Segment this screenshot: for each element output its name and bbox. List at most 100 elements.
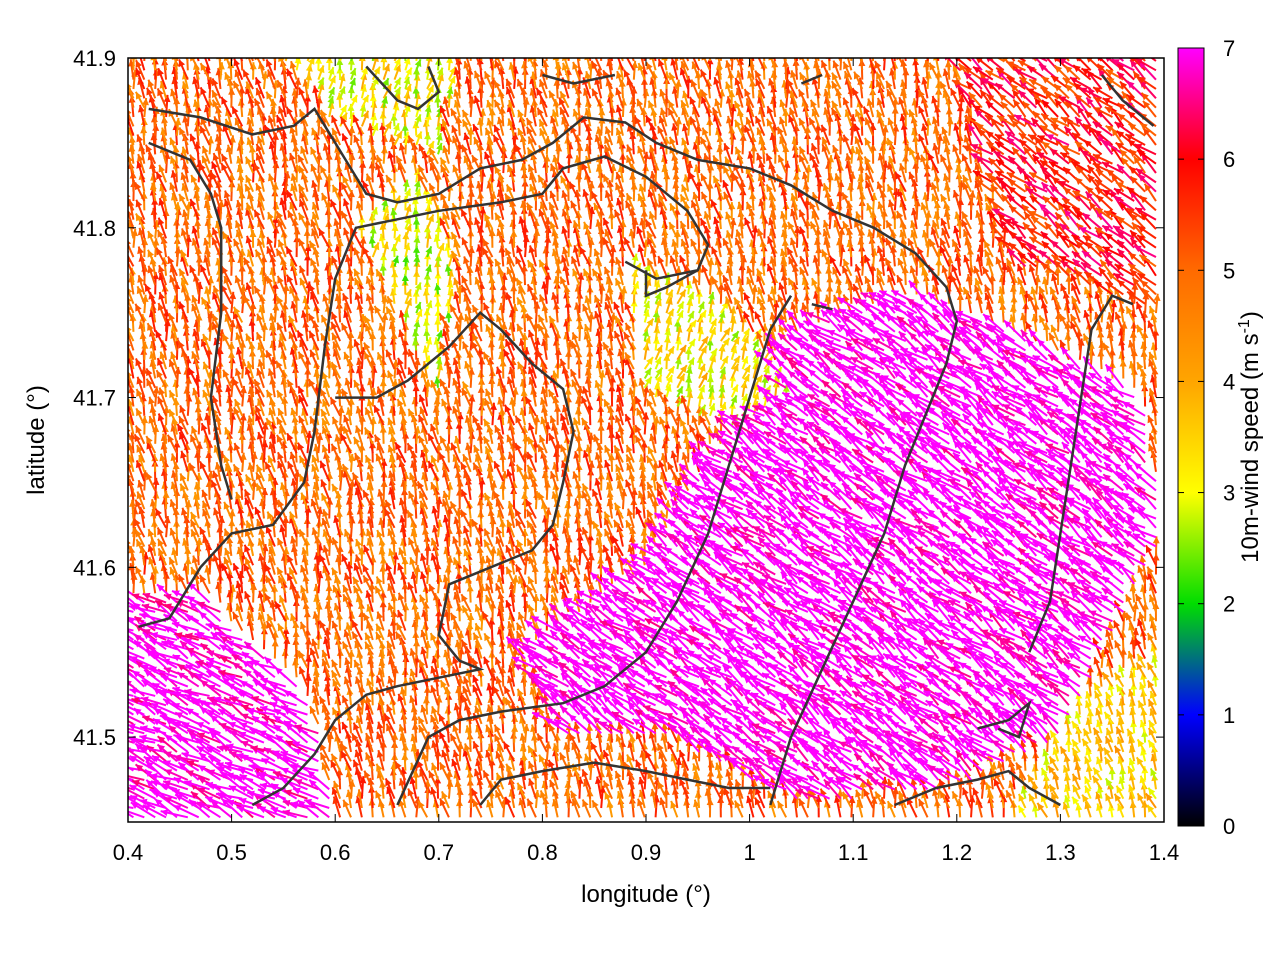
wind-arrow [477, 778, 484, 799]
wind-arrow [311, 164, 319, 182]
wind-arrow [752, 339, 758, 350]
wind-arrow [515, 443, 525, 462]
wind-arrow [462, 695, 471, 714]
wind-arrow [592, 800, 601, 817]
wind-arrow [445, 232, 452, 248]
wind-arrow [415, 59, 422, 70]
wind-arrow [161, 497, 168, 518]
wind-arrow [708, 761, 715, 780]
wind-arrow [440, 218, 449, 238]
wind-arrow [645, 357, 653, 369]
wind-arrow [428, 461, 438, 481]
wind-arrow [146, 473, 155, 491]
wind-arrow [299, 239, 308, 257]
wind-arrow [675, 734, 682, 752]
wind-arrow [572, 380, 580, 398]
wind-arrow [234, 443, 242, 462]
wind-arrow [322, 659, 330, 678]
wind-arrow [398, 593, 406, 612]
wind-arrow [537, 88, 547, 108]
wind-arrow [580, 546, 590, 565]
wind-arrow [701, 174, 710, 192]
wind-arrow [637, 245, 644, 267]
wind-arrow [537, 733, 546, 751]
wind-arrow [631, 605, 656, 622]
wind-arrow [386, 175, 394, 192]
wind-arrow [157, 397, 166, 416]
wind-arrow [287, 380, 296, 397]
wind-arrow [495, 790, 503, 808]
wind-arrow [564, 781, 571, 799]
wind-arrow [729, 50, 736, 70]
wind-arrow [316, 47, 323, 61]
wind-arrow [711, 200, 721, 220]
wind-arrow [755, 51, 764, 71]
wind-arrow [359, 384, 366, 406]
wind-arrow [190, 265, 199, 285]
wind-arrow [221, 163, 231, 182]
wind-arrow [234, 407, 243, 425]
wind-arrow [560, 359, 569, 379]
wind-arrow [717, 193, 724, 211]
wind-arrow [676, 386, 682, 397]
wind-arrow [553, 276, 560, 294]
wind-arrow [438, 243, 444, 257]
wind-arrow [414, 47, 421, 61]
wind-arrow [238, 426, 245, 444]
wind-arrow [490, 546, 497, 565]
wind-arrow [550, 416, 558, 435]
wind-arrow [725, 212, 732, 229]
wind-arrow [516, 519, 525, 537]
wind-arrow [729, 132, 736, 154]
wind-arrow [387, 371, 394, 388]
wind-arrow [125, 238, 134, 257]
wind-arrow [362, 48, 369, 61]
wind-arrow [691, 239, 699, 257]
wind-arrow [724, 192, 732, 210]
wind-arrow [527, 314, 536, 332]
wind-arrow [330, 200, 340, 220]
wind-arrow [207, 136, 214, 154]
wind-arrow [299, 667, 308, 687]
wind-arrow [383, 48, 389, 61]
wind-arrow [311, 639, 318, 659]
wind-arrow [668, 407, 677, 425]
wind-arrow [598, 108, 605, 126]
wind-arrow [631, 287, 638, 304]
wind-arrow [139, 576, 146, 593]
wind-arrow [212, 100, 220, 117]
wind-arrow [517, 465, 525, 482]
wind-arrow [287, 573, 296, 593]
wind-arrow [342, 133, 351, 154]
wind-arrow [629, 314, 636, 332]
wind-arrow [200, 126, 209, 145]
wind-arrow [294, 47, 301, 61]
wind-arrow [136, 566, 145, 583]
wind-arrow [235, 276, 243, 295]
wind-arrow [751, 285, 758, 304]
wind-arrow [396, 632, 406, 650]
wind-arrow [425, 265, 432, 276]
wind-arrow [521, 61, 528, 79]
wind-arrow [142, 98, 149, 117]
wind-arrow [697, 327, 704, 341]
wind-arrow [349, 50, 356, 61]
wind-arrow [148, 231, 156, 248]
wind-arrow [544, 217, 551, 238]
wind-arrow [332, 417, 340, 435]
wind-arrow [107, 603, 133, 612]
wind-arrow [299, 651, 308, 668]
wind-arrow [292, 658, 299, 677]
wind-arrow [642, 89, 649, 108]
wind-arrow [408, 349, 416, 369]
wind-arrow [372, 54, 379, 70]
wind-arrow [339, 47, 346, 61]
wind-arrow [240, 453, 247, 472]
wind-arrow [407, 443, 416, 462]
wind-arrow [360, 84, 367, 98]
wind-arrow [643, 309, 650, 322]
wind-arrow [299, 166, 308, 183]
wind-arrow [179, 302, 188, 323]
wind-arrow [320, 166, 329, 183]
wind-arrow [248, 342, 255, 360]
